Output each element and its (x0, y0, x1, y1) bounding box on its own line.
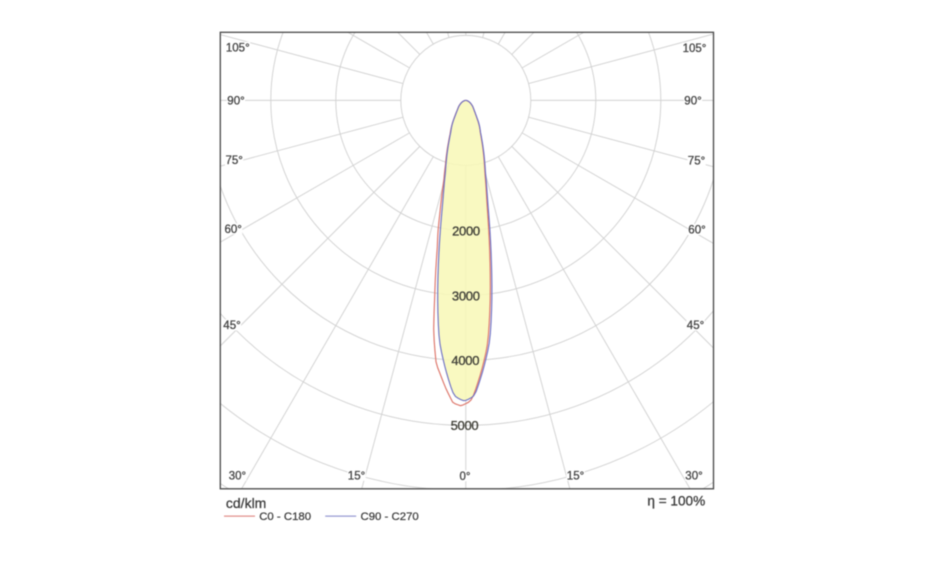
svg-text:C90 - C270: C90 - C270 (361, 511, 419, 523)
svg-text:30°: 30° (229, 470, 246, 482)
svg-text:75°: 75° (688, 156, 705, 168)
svg-text:3000: 3000 (452, 288, 480, 303)
svg-text:15°: 15° (348, 470, 365, 482)
svg-text:cd/klm: cd/klm (226, 495, 266, 511)
svg-text:90°: 90° (684, 96, 701, 108)
svg-text:4000: 4000 (451, 353, 479, 368)
svg-text:75°: 75° (226, 155, 243, 167)
svg-text:90°: 90° (227, 96, 244, 108)
svg-text:C0 - C180: C0 - C180 (259, 511, 311, 523)
svg-text:15°: 15° (567, 470, 584, 482)
svg-text:5000: 5000 (451, 418, 479, 433)
svg-text:45°: 45° (687, 320, 704, 332)
svg-text:η = 100%: η = 100% (647, 494, 705, 509)
svg-text:45°: 45° (223, 320, 240, 332)
svg-text:60°: 60° (688, 225, 705, 237)
svg-text:30°: 30° (685, 470, 702, 482)
svg-text:105°: 105° (683, 43, 707, 55)
svg-text:105°: 105° (226, 42, 250, 54)
svg-text:60°: 60° (225, 224, 242, 236)
svg-text:0°: 0° (460, 471, 471, 483)
svg-text:2000: 2000 (452, 223, 480, 238)
